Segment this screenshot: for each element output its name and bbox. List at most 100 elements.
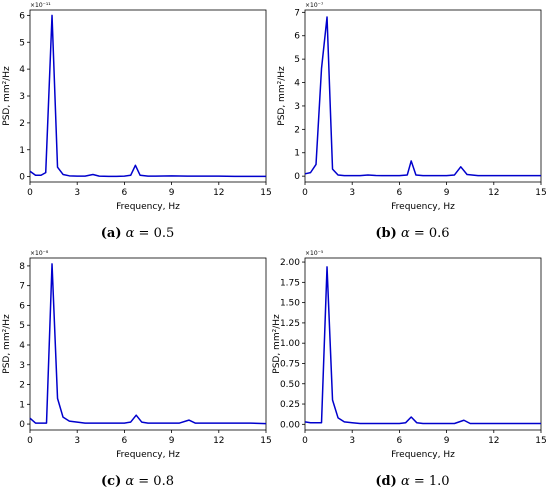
y-scale-multiplier: ×10⁻⁵ <box>305 250 324 257</box>
y-tick-label: 0.50 <box>280 380 300 390</box>
y-tick-label: 2 <box>19 381 25 391</box>
x-tick-label: 12 <box>488 436 499 446</box>
y-tick-label: 2.00 <box>280 258 300 268</box>
y-tick-label: 3 <box>19 361 25 371</box>
y-tick-label: 3 <box>19 92 25 102</box>
y-tick-label: 5 <box>19 321 25 331</box>
x-axis-label: Frequency, Hz <box>391 450 455 460</box>
x-tick-label: 3 <box>74 436 80 446</box>
psd-series-line <box>29 14 266 178</box>
chart-panel-a: 0 3 6 9 12 15 0 1 2 3 4 5 6 ×10⁻¹¹ Frequency, Hz PSD, m… <box>0 0 275 248</box>
x-tick-label: 12 <box>213 188 224 198</box>
y-tick-label: 3 <box>294 102 300 112</box>
psd-series-line <box>304 16 541 177</box>
x-tick-label: 15 <box>260 188 271 198</box>
x-tick-label: 0 <box>302 436 308 446</box>
caption-symbol: α <box>400 226 410 241</box>
caption-value: = 0.5 <box>134 226 175 241</box>
y-tick-label: 0.25 <box>280 400 300 410</box>
y-tick-label: 6 <box>19 11 25 21</box>
y-tick-label: 4 <box>294 79 300 89</box>
plot-frame <box>304 257 542 431</box>
x-tick-label: 3 <box>349 188 355 198</box>
y-scale-multiplier: ×10⁻⁸ <box>30 250 49 257</box>
y-tick-label: 1 <box>19 146 25 156</box>
y-tick-label: 7 <box>19 282 25 292</box>
caption-tag: (b) <box>375 226 397 241</box>
x-axis-label: Frequency, Hz <box>116 450 180 460</box>
x-tick-label: 3 <box>349 436 355 446</box>
psd-series-line <box>304 266 541 425</box>
caption-value: = 1.0 <box>409 474 450 489</box>
y-tick-label: 5 <box>19 38 25 48</box>
y-tick-label: 0.00 <box>280 420 300 430</box>
y-tick-label: 2 <box>294 125 300 135</box>
x-tick-label: 9 <box>444 188 450 198</box>
y-tick-label: 0 <box>294 172 300 182</box>
caption-symbol: α <box>400 474 410 489</box>
y-tick-label: 4 <box>19 65 25 75</box>
caption-c: (c) α = 0.8 <box>0 474 275 489</box>
caption-tag: (a) <box>100 226 122 241</box>
x-tick-label: 12 <box>213 436 224 446</box>
chart-panel-d: 0 3 6 9 12 15 0.00 0.25 0.50 0.75 1.00 1.25 1.50 1.75… <box>272 248 550 496</box>
y-scale-multiplier: ×10⁻¹¹ <box>30 2 51 9</box>
x-tick-label: 9 <box>169 436 175 446</box>
psd-chart-d: 0 3 6 9 12 15 0.00 0.25 0.50 0.75 1.00 1.25 1.50 1.75… <box>272 250 547 460</box>
x-axis-label: Frequency, Hz <box>391 202 455 212</box>
x-tick-label: 15 <box>260 436 271 446</box>
y-tick-label: 1.50 <box>280 299 300 309</box>
x-tick-label: 15 <box>535 436 546 446</box>
caption-a: (a) α = 0.5 <box>0 226 275 241</box>
y-tick-label: 4 <box>19 341 25 351</box>
caption-symbol: α <box>125 226 135 241</box>
y-tick-label: 1 <box>19 400 25 410</box>
y-tick-label: 0 <box>19 420 25 430</box>
caption-b: (b) α = 0.6 <box>275 226 550 241</box>
y-tick-label: 5 <box>294 55 300 65</box>
y-tick-label: 0 <box>19 173 25 183</box>
y-tick-label: 8 <box>19 262 25 272</box>
caption-tag: (c) <box>101 474 122 489</box>
psd-series-line <box>29 263 267 425</box>
x-tick-label: 0 <box>27 436 33 446</box>
y-axis-label: PSD, mm²/Hz <box>277 66 287 126</box>
x-tick-label: 0 <box>27 188 33 198</box>
x-tick-label: 6 <box>397 436 403 446</box>
plot-frame <box>29 257 267 431</box>
caption-d: (d) α = 1.0 <box>275 474 550 489</box>
y-axis-label: PSD, mm²/Hz <box>2 314 12 374</box>
caption-symbol: α <box>125 474 135 489</box>
y-scale-multiplier: ×10⁻⁷ <box>305 2 324 9</box>
y-axis-label: PSD, mm²/Hz <box>2 66 12 126</box>
x-tick-label: 15 <box>535 188 546 198</box>
y-tick-label: 6 <box>19 301 25 311</box>
x-axis-label: Frequency, Hz <box>116 202 180 212</box>
caption-value: = 0.6 <box>409 226 450 241</box>
caption-tag: (d) <box>375 474 397 489</box>
x-tick-label: 6 <box>122 188 128 198</box>
plot-frame <box>29 9 267 183</box>
y-tick-label: 2 <box>19 119 25 129</box>
caption-value: = 0.8 <box>134 474 174 489</box>
y-tick-label: 1.75 <box>280 278 300 288</box>
y-tick-label: 1 <box>294 149 300 159</box>
x-tick-label: 9 <box>169 188 175 198</box>
x-tick-label: 12 <box>488 188 499 198</box>
x-tick-label: 6 <box>122 436 128 446</box>
y-tick-label: 1.25 <box>280 319 300 329</box>
chart-panel-c: 0 3 6 9 12 15 0 1 2 3 4 5 6 7 8 ×10⁻⁸ Frequency, Hz PSD, … <box>0 248 275 496</box>
plot-frame <box>304 9 542 183</box>
chart-panel-b: 0 3 6 9 12 15 0 1 2 3 4 5 6 7 ×10⁻⁷ Frequency, Hz PSD, m… <box>275 0 550 248</box>
x-tick-label: 9 <box>444 436 450 446</box>
x-tick-label: 0 <box>302 188 308 198</box>
y-tick-label: 6 <box>294 32 300 42</box>
y-tick-label: 1.00 <box>280 339 300 349</box>
y-axis-label: PSD, mm²/Hz <box>272 314 282 374</box>
x-tick-label: 3 <box>74 188 80 198</box>
y-tick-label: 0.75 <box>280 359 300 369</box>
y-tick-label: 7 <box>294 8 300 18</box>
